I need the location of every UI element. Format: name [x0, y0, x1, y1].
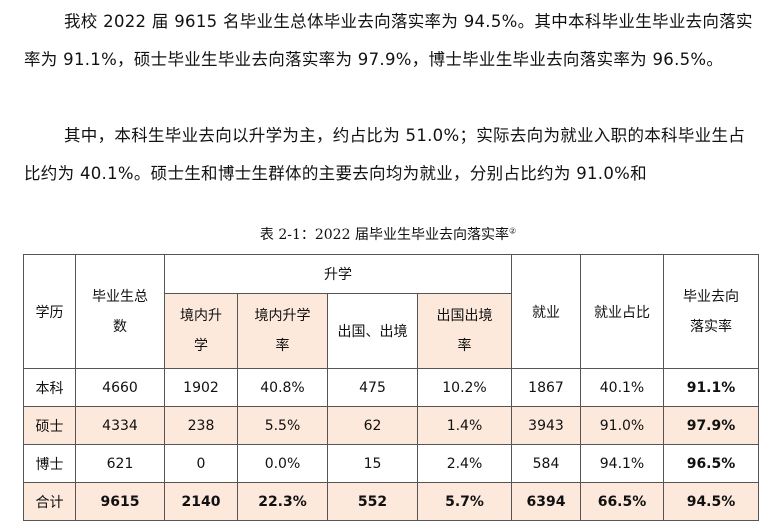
table-cell: 94.5% — [663, 482, 759, 521]
row-label: 合计 — [23, 482, 76, 521]
table-cell: 91.0% — [580, 406, 664, 445]
caption-text: 表 2-1：2022 届毕业生毕业去向落实率 — [259, 227, 509, 243]
header-domestic-rate: 境内升学率 — [237, 293, 328, 369]
paragraph-text: 我校 2022 届 9615 名毕业生总体毕业去向落实率为 94.5%。其中本科… — [24, 12, 753, 69]
table-cell: 5.5% — [237, 406, 328, 445]
header-abroad-rate: 出国出境率 — [417, 293, 512, 369]
table-cell: 40.1% — [580, 368, 664, 407]
table-cell: 552 — [327, 482, 418, 521]
table-cell: 10.2% — [417, 368, 512, 407]
table-cell: 15 — [327, 444, 418, 483]
table-cell: 1902 — [164, 368, 238, 407]
header-degree: 学历 — [23, 254, 76, 369]
table-cell: 22.3% — [237, 482, 328, 521]
header-employed: 就业 — [511, 254, 581, 369]
table-cell: 4334 — [75, 406, 165, 445]
header-domestic: 境内升学 — [164, 293, 238, 369]
table-cell: 621 — [75, 444, 165, 483]
paragraph-text: 其中，本科生毕业去向以升学为主，约占比为 51.0%；实际去向为就业入职的本科毕… — [24, 126, 746, 183]
table-cell: 97.9% — [663, 406, 759, 445]
footnote-ref[interactable]: ② — [508, 226, 517, 236]
table-cell: 96.5% — [663, 444, 759, 483]
table-cell: 2.4% — [417, 444, 512, 483]
placement-table: 学历 毕业生总数 升学 就业 就业占比 毕业去向落实率 境内升学 境内升学率 出… — [23, 254, 759, 521]
table-cell: 1.4% — [417, 406, 512, 445]
row-label: 本科 — [23, 368, 76, 407]
table-row: 合计 9615 2140 22.3% 552 5.7% 6394 66.5% 94.5% — [23, 482, 759, 521]
table-row: 硕士 4334 238 5.5% 62 1.4% 3943 91.0% 97.9% — [23, 406, 759, 445]
row-label: 硕士 — [23, 406, 76, 445]
table-cell: 475 — [327, 368, 418, 407]
table-cell: 2140 — [164, 482, 238, 521]
table-cell: 584 — [511, 444, 581, 483]
header-further: 升学 — [164, 254, 512, 294]
table-cell: 0 — [164, 444, 238, 483]
table-cell: 0.0% — [237, 444, 328, 483]
table-cell: 40.8% — [237, 368, 328, 407]
table-cell: 238 — [164, 406, 238, 445]
header-employed-rate: 就业占比 — [580, 254, 664, 369]
table-row: 博士 621 0 0.0% 15 2.4% 584 94.1% 96.5% — [23, 444, 759, 483]
table-cell: 3943 — [511, 406, 581, 445]
table-cell: 94.1% — [580, 444, 664, 483]
header-placement-rate: 毕业去向落实率 — [663, 254, 759, 369]
table-cell: 1867 — [511, 368, 581, 407]
table-cell: 5.7% — [417, 482, 512, 521]
table-cell: 9615 — [75, 482, 165, 521]
table-row: 本科 4660 1902 40.8% 475 10.2% 1867 40.1% 91.1% — [23, 368, 759, 407]
table-cell: 6394 — [511, 482, 581, 521]
row-label: 博士 — [23, 444, 76, 483]
table-cell: 91.1% — [663, 368, 759, 407]
paragraph-1: 我校 2022 届 9615 名毕业生总体毕业去向落实率为 94.5%。其中本科… — [24, 3, 754, 79]
header-abroad: 出国、出境 — [327, 293, 418, 369]
table-caption: 表 2-1：2022 届毕业生毕业去向落实率② — [0, 224, 776, 244]
table-cell: 62 — [327, 406, 418, 445]
paragraph-2: 其中，本科生毕业去向以升学为主，约占比为 51.0%；实际去向为就业入职的本科毕… — [24, 117, 754, 193]
table-cell: 4660 — [75, 368, 165, 407]
table-cell: 66.5% — [580, 482, 664, 521]
header-total: 毕业生总数 — [75, 254, 165, 369]
